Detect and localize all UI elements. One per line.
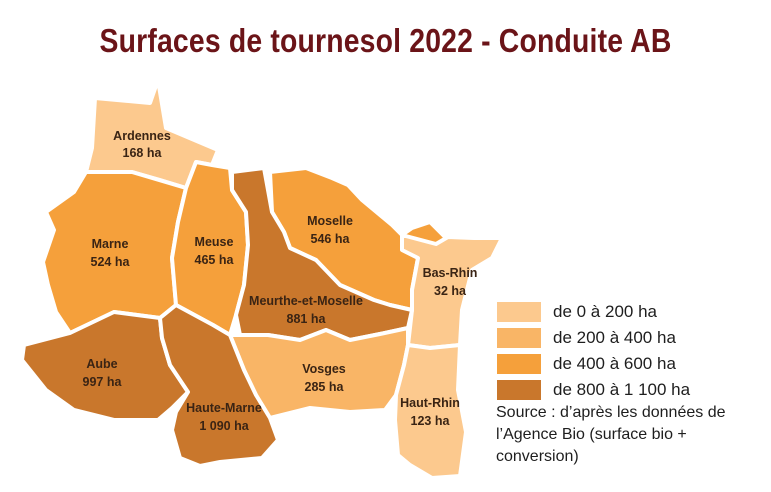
svg-text:997 ha: 997 ha xyxy=(83,375,123,389)
label-haut-rhin: Haut-Rhin 123 ha xyxy=(400,396,460,428)
legend-swatch xyxy=(497,380,541,400)
svg-text:168 ha: 168 ha xyxy=(123,146,163,160)
svg-text:Vosges: Vosges xyxy=(302,362,346,376)
map-title: Surfaces de tournesol 2022 - Conduite AB xyxy=(99,22,672,59)
source-note: Source : d’après les données de l’Agence… xyxy=(496,404,726,465)
svg-text:Marne: Marne xyxy=(92,237,129,251)
legend-item: de 200 à 400 ha xyxy=(497,328,676,348)
dept-marne[interactable] xyxy=(41,170,188,335)
label-meuse: Meuse 465 ha xyxy=(195,235,235,267)
legend-swatch xyxy=(497,328,541,348)
svg-text:465 ha: 465 ha xyxy=(195,253,235,267)
label-ardennes: Ardennes 168 ha xyxy=(113,129,171,160)
dept-haut-rhin[interactable] xyxy=(393,343,468,480)
legend-label: de 800 à 1 100 ha xyxy=(553,380,691,399)
legend-swatch xyxy=(497,354,541,374)
svg-text:524 ha: 524 ha xyxy=(91,255,131,269)
svg-text:Ardennes: Ardennes xyxy=(113,129,171,143)
svg-text:123 ha: 123 ha xyxy=(411,414,451,428)
svg-text:32 ha: 32 ha xyxy=(434,284,467,298)
svg-text:881 ha: 881 ha xyxy=(287,312,327,326)
label-aube: Aube 997 ha xyxy=(83,357,123,389)
legend-swatch xyxy=(497,302,541,322)
label-moselle: Moselle 546 ha xyxy=(307,214,353,246)
svg-text:1 090 ha: 1 090 ha xyxy=(199,419,249,433)
dept-haute-marne[interactable] xyxy=(158,303,280,468)
label-bas-rhin: Bas-Rhin 32 ha xyxy=(423,266,478,298)
legend-item: de 400 à 600 ha xyxy=(497,354,676,374)
legend-label: de 200 à 400 ha xyxy=(553,328,676,347)
legend-item: de 0 à 200 ha xyxy=(497,302,657,322)
legend-item: de 800 à 1 100 ha xyxy=(497,380,690,400)
svg-text:Bas-Rhin: Bas-Rhin xyxy=(423,266,478,280)
label-meurthe-et-moselle: Meurthe-et-Moselle 881 ha xyxy=(249,294,363,326)
legend-label: de 0 à 200 ha xyxy=(553,302,657,321)
svg-text:Meurthe-et-Moselle: Meurthe-et-Moselle xyxy=(249,294,363,308)
svg-text:Meuse: Meuse xyxy=(195,235,234,249)
svg-text:Haute-Marne: Haute-Marne xyxy=(186,401,262,415)
svg-text:285 ha: 285 ha xyxy=(305,380,345,394)
label-vosges: Vosges 285 ha xyxy=(302,362,346,394)
label-marne: Marne 524 ha xyxy=(91,237,131,269)
svg-text:Haut-Rhin: Haut-Rhin xyxy=(400,396,460,410)
svg-text:Moselle: Moselle xyxy=(307,214,353,228)
label-haute-marne: Haute-Marne 1 090 ha xyxy=(186,401,262,433)
legend-label: de 400 à 600 ha xyxy=(553,354,676,373)
svg-text:546 ha: 546 ha xyxy=(311,232,351,246)
svg-text:Aube: Aube xyxy=(86,357,117,371)
dept-bas-rhin[interactable] xyxy=(400,233,504,350)
